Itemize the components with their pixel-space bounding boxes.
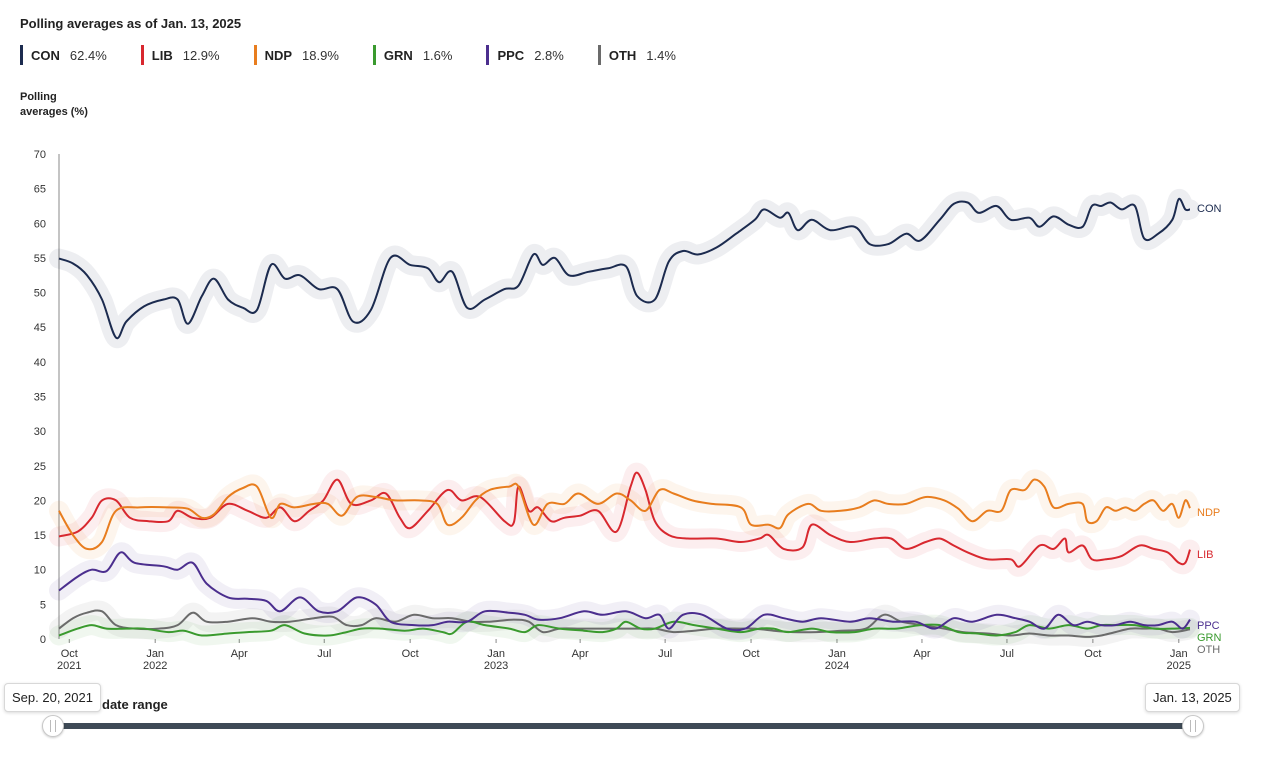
y-tick-label: 40	[34, 357, 46, 369]
legend-value: 18.9%	[302, 47, 339, 63]
legend-item-oth: OTH 1.4%	[597, 45, 676, 65]
legend-swatch	[486, 45, 490, 65]
legend-value: 1.4%	[646, 47, 676, 63]
legend-value: 1.6%	[422, 47, 453, 63]
legend-swatch	[140, 45, 144, 65]
x-tick-label: Apr	[572, 648, 589, 660]
x-tick-label: Jul	[1000, 648, 1014, 660]
x-tick-label: 2023	[484, 660, 508, 672]
legend-code: OTH	[608, 47, 637, 63]
y-tick-label: 5	[40, 599, 46, 611]
y-tick-label: 60	[34, 218, 46, 230]
y-tick-label: 50	[34, 288, 46, 300]
y-tick-label: 45	[34, 322, 46, 334]
y-tick-label: 10	[34, 565, 46, 577]
series-line-con	[58, 197, 1191, 340]
series-line-ndp	[58, 478, 1191, 551]
series-line-lib	[58, 471, 1191, 568]
x-tick-label: Oct	[1084, 648, 1101, 660]
x-tick-label: Oct	[402, 648, 419, 660]
legend-item-lib: LIB 12.9%	[140, 45, 220, 65]
y-axis-label: Polling averages (%)	[20, 91, 88, 118]
y-tick-label: 30	[34, 426, 46, 438]
legend-code: LIB	[151, 47, 173, 63]
end-date-label: Jan. 13, 2025	[1145, 683, 1240, 712]
x-tick-label: Apr	[231, 648, 248, 660]
legend-swatch	[20, 45, 23, 65]
series-end-label: CON	[1197, 203, 1222, 215]
y-tick-label: 70	[34, 149, 46, 161]
date-range-label: date range	[102, 697, 168, 712]
series-line-grn	[58, 620, 1191, 637]
x-tick-label: 2024	[825, 660, 849, 672]
legend-item-con: CON 62.4%	[20, 45, 107, 65]
y-tick-label: 20	[34, 495, 46, 507]
series-end-label: LIB	[1197, 549, 1214, 561]
legend-item-ndp: NDP 18.9%	[253, 45, 339, 65]
x-tick-label: Jan	[1170, 648, 1188, 660]
y-tick-label: 25	[34, 461, 46, 473]
x-tick-label: Jul	[317, 648, 331, 660]
legend-value: 2.8%	[534, 47, 564, 63]
y-tick-label: 0	[40, 634, 46, 646]
series-line-oth	[58, 609, 1191, 638]
end-date-handle[interactable]	[1182, 715, 1204, 737]
legend-value: 12.9%	[182, 47, 220, 63]
legend-swatch	[253, 45, 257, 65]
legend-swatch	[597, 45, 601, 65]
series-line-ppc	[58, 551, 1191, 632]
x-tick-label: 2021	[57, 660, 81, 672]
y-tick-label: 65	[34, 184, 46, 196]
y-tick-label: 55	[34, 253, 46, 265]
x-tick-label: 2022	[143, 660, 167, 672]
page-title: Polling averages as of Jan. 13, 2025	[20, 16, 242, 31]
legend-code: NDP	[264, 47, 293, 63]
legend-value: 62.4%	[69, 47, 107, 63]
y-tick-label: 15	[34, 530, 46, 542]
legend-swatch	[372, 45, 376, 65]
series-end-label: OTH	[1197, 644, 1220, 656]
x-tick-label: Jan	[146, 648, 164, 660]
polling-line-chart: 0510152025303540455055606570Oct2021Jan20…	[34, 149, 1222, 672]
x-tick-label: Oct	[61, 648, 78, 660]
series-end-label: GRN	[1197, 632, 1222, 644]
x-tick-label: Apr	[913, 648, 930, 660]
x-tick-label: 2025	[1167, 660, 1191, 672]
legend-code: GRN	[383, 47, 413, 63]
start-date-label: Sep. 20, 2021	[4, 683, 101, 712]
x-tick-label: Jul	[658, 648, 672, 660]
legend: CON 62.4% LIB 12.9% NDP 18.9% GRN 1.6% P…	[20, 44, 710, 66]
legend-item-ppc: PPC 2.8%	[486, 45, 564, 65]
legend-code: PPC	[497, 47, 525, 63]
series-end-label: NDP	[1197, 507, 1220, 519]
legend-item-grn: GRN 1.6%	[372, 45, 453, 65]
legend-code: CON	[31, 47, 60, 63]
y-tick-label: 35	[34, 392, 46, 404]
x-tick-label: Jan	[828, 648, 846, 660]
date-range-track[interactable]	[52, 723, 1193, 729]
series-end-label: PPC	[1197, 620, 1220, 632]
x-tick-label: Jan	[487, 648, 505, 660]
x-tick-label: Oct	[742, 648, 759, 660]
start-date-handle[interactable]	[42, 715, 64, 737]
